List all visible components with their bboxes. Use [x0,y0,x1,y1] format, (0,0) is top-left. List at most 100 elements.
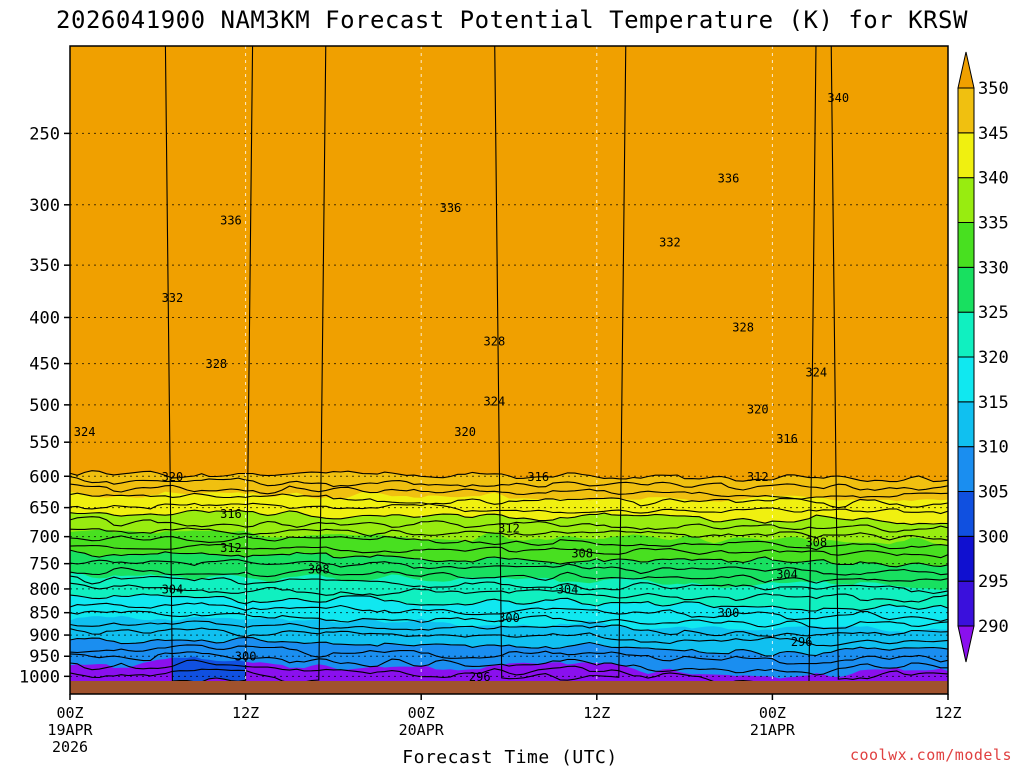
contour-line-328 [70,559,948,576]
colorbar-bin-330 [957,222,975,268]
colorbar-bin-295 [957,535,975,582]
contour-label-336: 336 [440,201,462,215]
contour-label-300: 300 [718,606,740,620]
band-above-350 [70,46,948,482]
source-credit: coolwx.com/models [849,746,1012,764]
filled-contours [65,6,953,681]
colorbar-bin-290 [957,580,975,627]
y-tick-label-350: 350 [29,256,60,276]
contour-label-328: 328 [484,335,506,349]
contour-line-338 [70,516,948,533]
contour-line-334 [70,535,948,551]
colorbar-bin-300 [957,491,975,537]
contour-label-308: 308 [308,562,330,576]
contour-line-312 [70,627,948,647]
colorbar-label-325: 325 [978,303,1009,323]
x-tick-label-36-0: 12Z [583,704,610,722]
contour-label-332: 332 [659,236,681,250]
contour-line-308 [70,644,948,665]
contour-line-322 [70,582,948,603]
contour-line-348 [70,476,948,491]
y-tick-label-1000: 1000 [19,667,60,687]
contour-label-328: 328 [205,357,227,371]
colorbar-bottom-arrow [957,625,975,663]
contour-label-304: 304 [557,582,579,596]
chart-title: 2026041900 NAM3KM Forecast Potential Tem… [56,6,968,34]
y-tick-label-700: 700 [29,528,60,548]
colorbar-label-315: 315 [978,393,1009,413]
y-tick-label-900: 900 [29,626,60,646]
band-above-295 [65,6,953,16]
colorbar-label-335: 335 [978,214,1009,234]
colorbar-label-310: 310 [978,438,1009,458]
x-tick-label-60-0: 12Z [934,704,961,722]
contour-label-336: 336 [718,171,740,185]
colorbar-bin-340 [957,132,975,179]
x-tick-label-24-0: 00Z [408,704,435,722]
x-tick-label-0-2: 2026 [52,738,88,756]
colorbar-bin-315 [957,356,975,403]
contour-line-346 [70,483,948,500]
contour-line-304 [70,46,948,681]
colorbar-bin-345 [957,87,975,134]
contour-line-306 [70,651,948,676]
contour-label-312: 312 [747,470,769,484]
y-tick-label-800: 800 [29,580,60,600]
contour-line-320 [70,593,948,612]
y-tick-label-400: 400 [29,308,60,328]
contour-line-316 [70,610,948,630]
ground-strip [70,681,948,694]
contour-label-300: 300 [498,611,520,625]
colorbar-bin-335 [957,177,975,224]
x-tick-label-24-1: 20APR [399,721,445,739]
contour-line-330 [70,549,948,568]
contour-label-296: 296 [469,670,491,684]
contour-label-300: 300 [235,650,257,664]
colorbar-label-320: 320 [978,348,1009,368]
contour-label-308: 308 [571,547,593,561]
colorbar-bin-310 [957,401,975,448]
contour-label-296: 296 [791,635,813,649]
colorbar-label-305: 305 [978,483,1009,503]
contour-line-326 [70,567,948,584]
y-tick-label-450: 450 [29,355,60,375]
colorbar-label-290: 290 [978,617,1009,637]
contour-line-300 [164,46,254,681]
contour-label-332: 332 [162,291,184,305]
x-tick-label-48-0: 00Z [759,704,786,722]
contour-label-304: 304 [162,582,184,596]
colorbar-top-arrow [957,51,975,89]
contour-line-314 [70,620,948,637]
contour-label-304: 304 [776,567,798,581]
contour-label-316: 316 [527,470,549,484]
y-tick-label-750: 750 [29,555,60,575]
colorbar-label-330: 330 [978,258,1009,278]
contour-label-324: 324 [74,425,96,439]
contour-label-320: 320 [454,425,476,439]
y-tick-label-300: 300 [29,196,60,216]
x-tick-label-48-1: 21APR [750,721,796,739]
colorbar-bin-305 [957,446,975,492]
x-tick-label-0-1: 19APR [47,721,93,739]
contour-label-336: 336 [220,214,242,228]
contour-line-336 [70,527,948,541]
contour-line-332 [70,543,948,559]
contour-label-320: 320 [747,402,769,416]
y-tick-label-550: 550 [29,433,60,453]
x-axis-title: Forecast Time (UTC) [402,747,618,768]
contour-line-302 [70,46,627,681]
band-above-290 [65,6,953,16]
colorbar-label-350: 350 [978,79,1009,99]
contour-label-308: 308 [805,536,827,550]
y-tick-label-250: 250 [29,124,60,144]
contour-label-316: 316 [776,432,798,446]
contour-label-340: 340 [827,91,849,105]
y-tick-label-950: 950 [29,647,60,667]
y-tick-label-500: 500 [29,396,60,416]
contour-label-328: 328 [732,321,754,335]
contour-label-316: 316 [220,507,242,521]
contour-label-324: 324 [484,394,506,408]
contour-line-310 [70,636,948,657]
y-tick-label-850: 850 [29,604,60,624]
contour-line-324 [70,575,948,595]
